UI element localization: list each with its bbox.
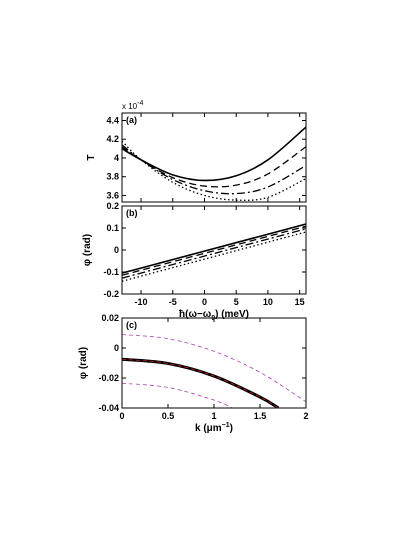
series-line-2	[122, 146, 306, 188]
x-tick-label: 15	[295, 297, 305, 307]
series-line-3	[122, 228, 306, 279]
y-tick-label: 0	[114, 245, 119, 255]
series-group	[122, 334, 306, 408]
x-tick-label: 1	[211, 411, 216, 421]
panel-2: -10 -5 0 5 10 15-0.2-0.100.10.2(b)φ (rad)ħ(ω−…	[82, 201, 307, 322]
series-line-4	[122, 382, 233, 408]
series-group	[122, 126, 306, 201]
panel-label: (c)	[126, 320, 137, 330]
x-tick-label: 2	[303, 411, 308, 421]
series-line-4	[122, 231, 306, 282]
x-tick-label: 0	[202, 297, 207, 307]
series-line-1	[122, 126, 306, 182]
y-tick-label: -0.04	[98, 403, 119, 413]
series-line-1	[122, 223, 306, 274]
y-tick-label: 3.6	[106, 190, 119, 200]
y-tick-label: 4.4	[106, 115, 119, 125]
y-tick-label: -0.02	[98, 373, 119, 383]
panel-label: (a)	[126, 115, 137, 125]
series-line-2	[122, 357, 280, 408]
x-tick-label: 0	[119, 411, 124, 421]
axes-frame	[121, 317, 307, 409]
axes-frame	[121, 112, 307, 203]
y-tick-label: 0.1	[106, 223, 119, 233]
panel-3: 0 0.5 1 1.5 2 -0.04 -0.02 0 0.02 (c) φ (rad) k (μm−…	[78, 313, 309, 434]
y-tick-label: 0.2	[106, 201, 119, 211]
x-tick-label: 1.5	[254, 411, 267, 421]
y-multiplier: x 10-4	[122, 100, 143, 111]
y-axis-label: T	[86, 154, 97, 160]
y-tick-label: -0.2	[103, 289, 119, 299]
panel-1: 3.6 3.8 4 4.2 4.4 (a) Tx 10-4	[86, 100, 307, 203]
panel-label: (b)	[126, 208, 138, 218]
axes-frame	[121, 205, 307, 295]
x-tick-label: -5	[169, 297, 177, 307]
y-tick-label: 4	[114, 153, 119, 163]
y-tick-label: 0.02	[101, 313, 119, 323]
y-tick-label: -0.1	[103, 267, 119, 277]
y-tick-label: 0	[114, 343, 119, 353]
series-line-2	[122, 225, 306, 276]
y-axis-label: φ (rad)	[82, 234, 93, 266]
series-line-4	[122, 140, 306, 201]
y-axis-label: φ (rad)	[78, 347, 89, 379]
y-tick-label: 3.8	[106, 172, 119, 182]
x-tick-label: 0.5	[162, 411, 175, 421]
series-group	[122, 223, 306, 282]
x-tick-label: 10	[263, 297, 273, 307]
series-line-1	[122, 334, 306, 403]
y-tick-label: 4.2	[106, 134, 119, 144]
x-tick-label: 5	[234, 297, 239, 307]
x-tick-label: -10	[135, 297, 148, 307]
x-axis-label: k (μm−1)	[195, 422, 233, 434]
series-line-3	[122, 358, 279, 408]
